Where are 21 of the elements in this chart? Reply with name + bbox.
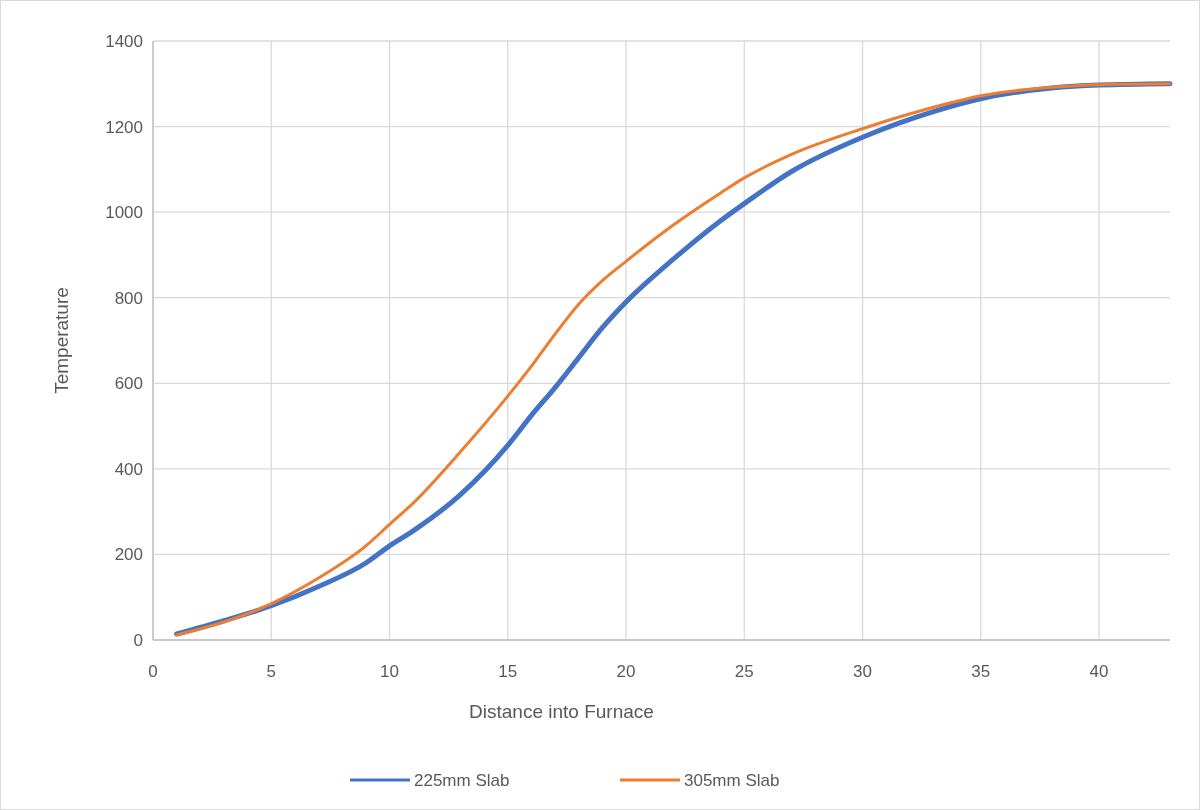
x-tick-label: 35 <box>971 662 991 681</box>
x-tick-label: 5 <box>266 662 276 681</box>
x-tick-label: 40 <box>1089 662 1109 681</box>
x-axis-title: Distance into Furnace <box>469 701 654 722</box>
y-tick-label: 1400 <box>105 31 143 51</box>
x-tick-label: 30 <box>853 662 872 681</box>
y-tick-label: 200 <box>114 545 143 565</box>
y-tick-label: 400 <box>114 459 143 479</box>
y-tick-label: 600 <box>114 374 143 394</box>
x-tick-label: 15 <box>498 662 518 681</box>
x-tick-label: 10 <box>380 662 399 681</box>
y-axis-title: Temperature <box>51 287 72 394</box>
legend-label: 225mm Slab <box>414 770 510 790</box>
x-tick-label: 0 <box>148 662 158 681</box>
x-tick-label: 25 <box>734 662 754 681</box>
y-tick-label: 1200 <box>105 117 143 137</box>
y-tick-label: 0 <box>133 630 143 650</box>
x-tick-label: 20 <box>616 662 636 681</box>
y-tick-label: 1000 <box>105 203 143 223</box>
legend-label: 305mm Slab <box>684 770 780 790</box>
y-tick-label: 800 <box>114 288 143 308</box>
